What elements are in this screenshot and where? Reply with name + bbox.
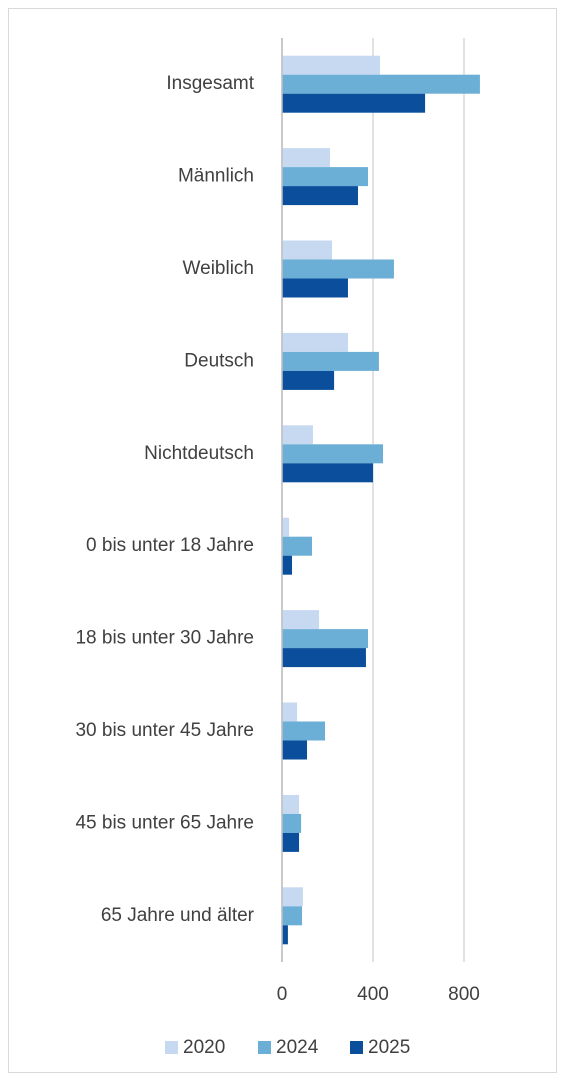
y-tick-label: 30 bis unter 45 Jahre xyxy=(75,720,254,741)
y-tick-label: Nichtdeutsch xyxy=(144,443,254,464)
legend-swatch xyxy=(258,1041,271,1054)
x-tick-label: 0 xyxy=(277,984,288,1005)
bar xyxy=(282,425,313,445)
bar xyxy=(282,278,348,298)
bar xyxy=(282,648,366,668)
bar xyxy=(282,240,333,260)
y-tick-label: Insgesamt xyxy=(166,73,254,94)
bar xyxy=(282,370,335,390)
bar xyxy=(282,906,303,926)
bar xyxy=(282,444,384,464)
legend-label: 2025 xyxy=(368,1037,410,1058)
y-tick-label: 18 bis unter 30 Jahre xyxy=(75,628,254,649)
bar xyxy=(282,925,288,945)
bar xyxy=(282,351,379,371)
bar xyxy=(282,332,348,352)
y-tick-label: 0 bis unter 18 Jahre xyxy=(86,535,254,556)
bar xyxy=(282,832,300,852)
x-tick-label: 400 xyxy=(357,984,389,1005)
bar xyxy=(282,629,368,649)
bar xyxy=(282,259,394,279)
bar xyxy=(282,794,300,814)
bar xyxy=(282,167,368,187)
bar xyxy=(282,517,290,537)
y-tick-label: Deutsch xyxy=(184,350,254,371)
bar xyxy=(282,93,426,113)
bar xyxy=(282,721,325,741)
y-tick-label: Weiblich xyxy=(183,258,254,279)
bar xyxy=(282,148,331,168)
bar xyxy=(282,186,358,206)
legend-swatch xyxy=(350,1041,363,1054)
legend-swatch xyxy=(165,1041,178,1054)
bar xyxy=(282,555,293,575)
y-tick-label: Männlich xyxy=(178,166,254,187)
y-tick-label: 45 bis unter 65 Jahre xyxy=(75,812,254,833)
bar xyxy=(282,610,320,630)
legend-label: 2020 xyxy=(183,1037,225,1058)
bar xyxy=(282,536,313,556)
bar xyxy=(282,463,373,483)
legend-label: 2024 xyxy=(276,1037,319,1058)
bar xyxy=(282,702,298,722)
bar xyxy=(282,887,303,907)
bar xyxy=(282,74,480,94)
bar xyxy=(282,740,308,760)
bar xyxy=(282,813,302,833)
bar xyxy=(282,55,381,75)
x-tick-label: 800 xyxy=(448,984,480,1005)
y-tick-label: 65 Jahre und älter xyxy=(101,905,255,926)
